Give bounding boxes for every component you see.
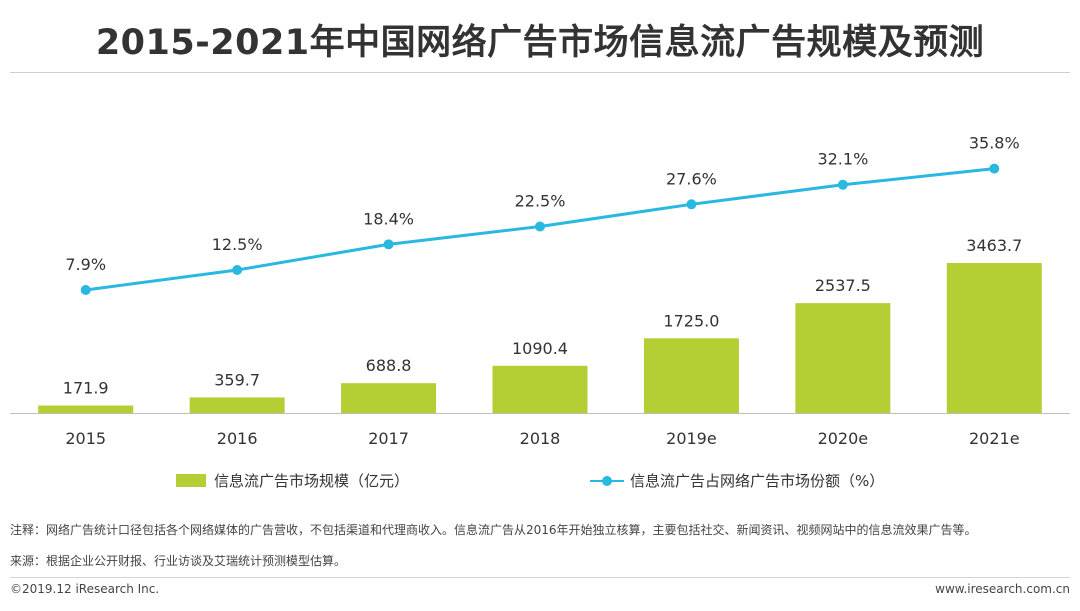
bar-value-label: 359.7	[214, 370, 260, 389]
x-tick-label: 2021e	[969, 429, 1020, 448]
line-point-2018	[535, 221, 545, 232]
legend-line-label: 信息流广告占网络广告市场份额（%）	[630, 472, 885, 490]
bar-2020e	[795, 303, 891, 413]
source-text: 来源：根据企业公开财报、行业访谈及艾瑞统计预测模型估算。	[10, 554, 347, 568]
bar-value-label: 3463.7	[966, 236, 1022, 255]
bar-2015	[38, 405, 134, 413]
bar-2016	[189, 397, 285, 413]
title-divider	[10, 72, 1070, 73]
x-tick-label: 2015	[65, 429, 106, 448]
note-text: 注释：网络广告统计口径包括各个网络媒体的广告营收，不包括渠道和代理商收入。信息流…	[10, 523, 977, 537]
bar-value-label: 2537.5	[815, 276, 871, 295]
line-value-label: 7.9%	[65, 255, 106, 274]
line-point-2021e	[989, 163, 1000, 174]
bar-value-label: 1090.4	[512, 339, 568, 358]
bar-2019e	[643, 338, 739, 413]
x-tick-label: 2020e	[818, 429, 869, 448]
line-value-label: 35.8%	[969, 134, 1020, 153]
line-point-2019e	[686, 199, 697, 210]
bar-2021e	[946, 263, 1042, 413]
bar-value-label: 171.9	[63, 379, 109, 398]
legend-line: 信息流广告占网络广告市场份额（%）	[590, 470, 884, 491]
line-value-label: 27.6%	[666, 169, 717, 188]
line-point-2020e	[837, 179, 848, 190]
bar-2017	[341, 383, 437, 413]
x-tick-labels: 2015 2016 2017 2018 2019e 2020e 2021e	[65, 429, 1019, 448]
line-labels-layer: 7.9% 12.5% 18.4% 22.5% 27.6% 32.1% 35.8%	[65, 134, 1019, 274]
x-tick-label: 2018	[520, 429, 561, 448]
x-tick-label: 2019e	[666, 429, 717, 448]
x-tick-label: 2016	[217, 429, 258, 448]
legend-bar-swatch	[176, 474, 206, 487]
line-point-2015	[80, 285, 91, 295]
line-point-2017	[383, 239, 394, 250]
bars-layer	[38, 263, 1042, 413]
legend-bar-label: 信息流广告市场规模（亿元）	[214, 472, 410, 490]
copyright-text: ©2019.12 iResearch Inc.	[10, 582, 160, 596]
chart-title: 2015-2021年中国网络广告市场信息流广告规模及预测	[95, 23, 985, 63]
bar-value-label: 1725.0	[663, 311, 719, 330]
line-point-2016	[232, 264, 243, 275]
line-value-label: 32.1%	[817, 150, 868, 169]
footer-divider	[10, 577, 1070, 578]
legend-line-swatch	[590, 474, 624, 487]
website-link[interactable]: www.iresearch.com.cn	[935, 582, 1070, 596]
line-layer	[80, 163, 1000, 295]
legend-bar: 信息流广告市场规模（亿元）	[176, 470, 409, 491]
x-tick-label: 2017	[368, 429, 409, 448]
chart-canvas: 171.9 359.7688.81090.41725.02537.53463.7 …	[10, 134, 1070, 448]
bar-2018	[492, 365, 588, 413]
line-value-label: 18.4%	[363, 209, 414, 228]
line-value-label: 12.5%	[212, 235, 263, 254]
line-value-label: 22.5%	[515, 191, 566, 210]
bar-value-label: 688.8	[366, 356, 412, 375]
bar-labels-layer: 171.9 359.7 688.8 1090.4 1725.0 2537.5 3463.7	[63, 236, 1022, 398]
